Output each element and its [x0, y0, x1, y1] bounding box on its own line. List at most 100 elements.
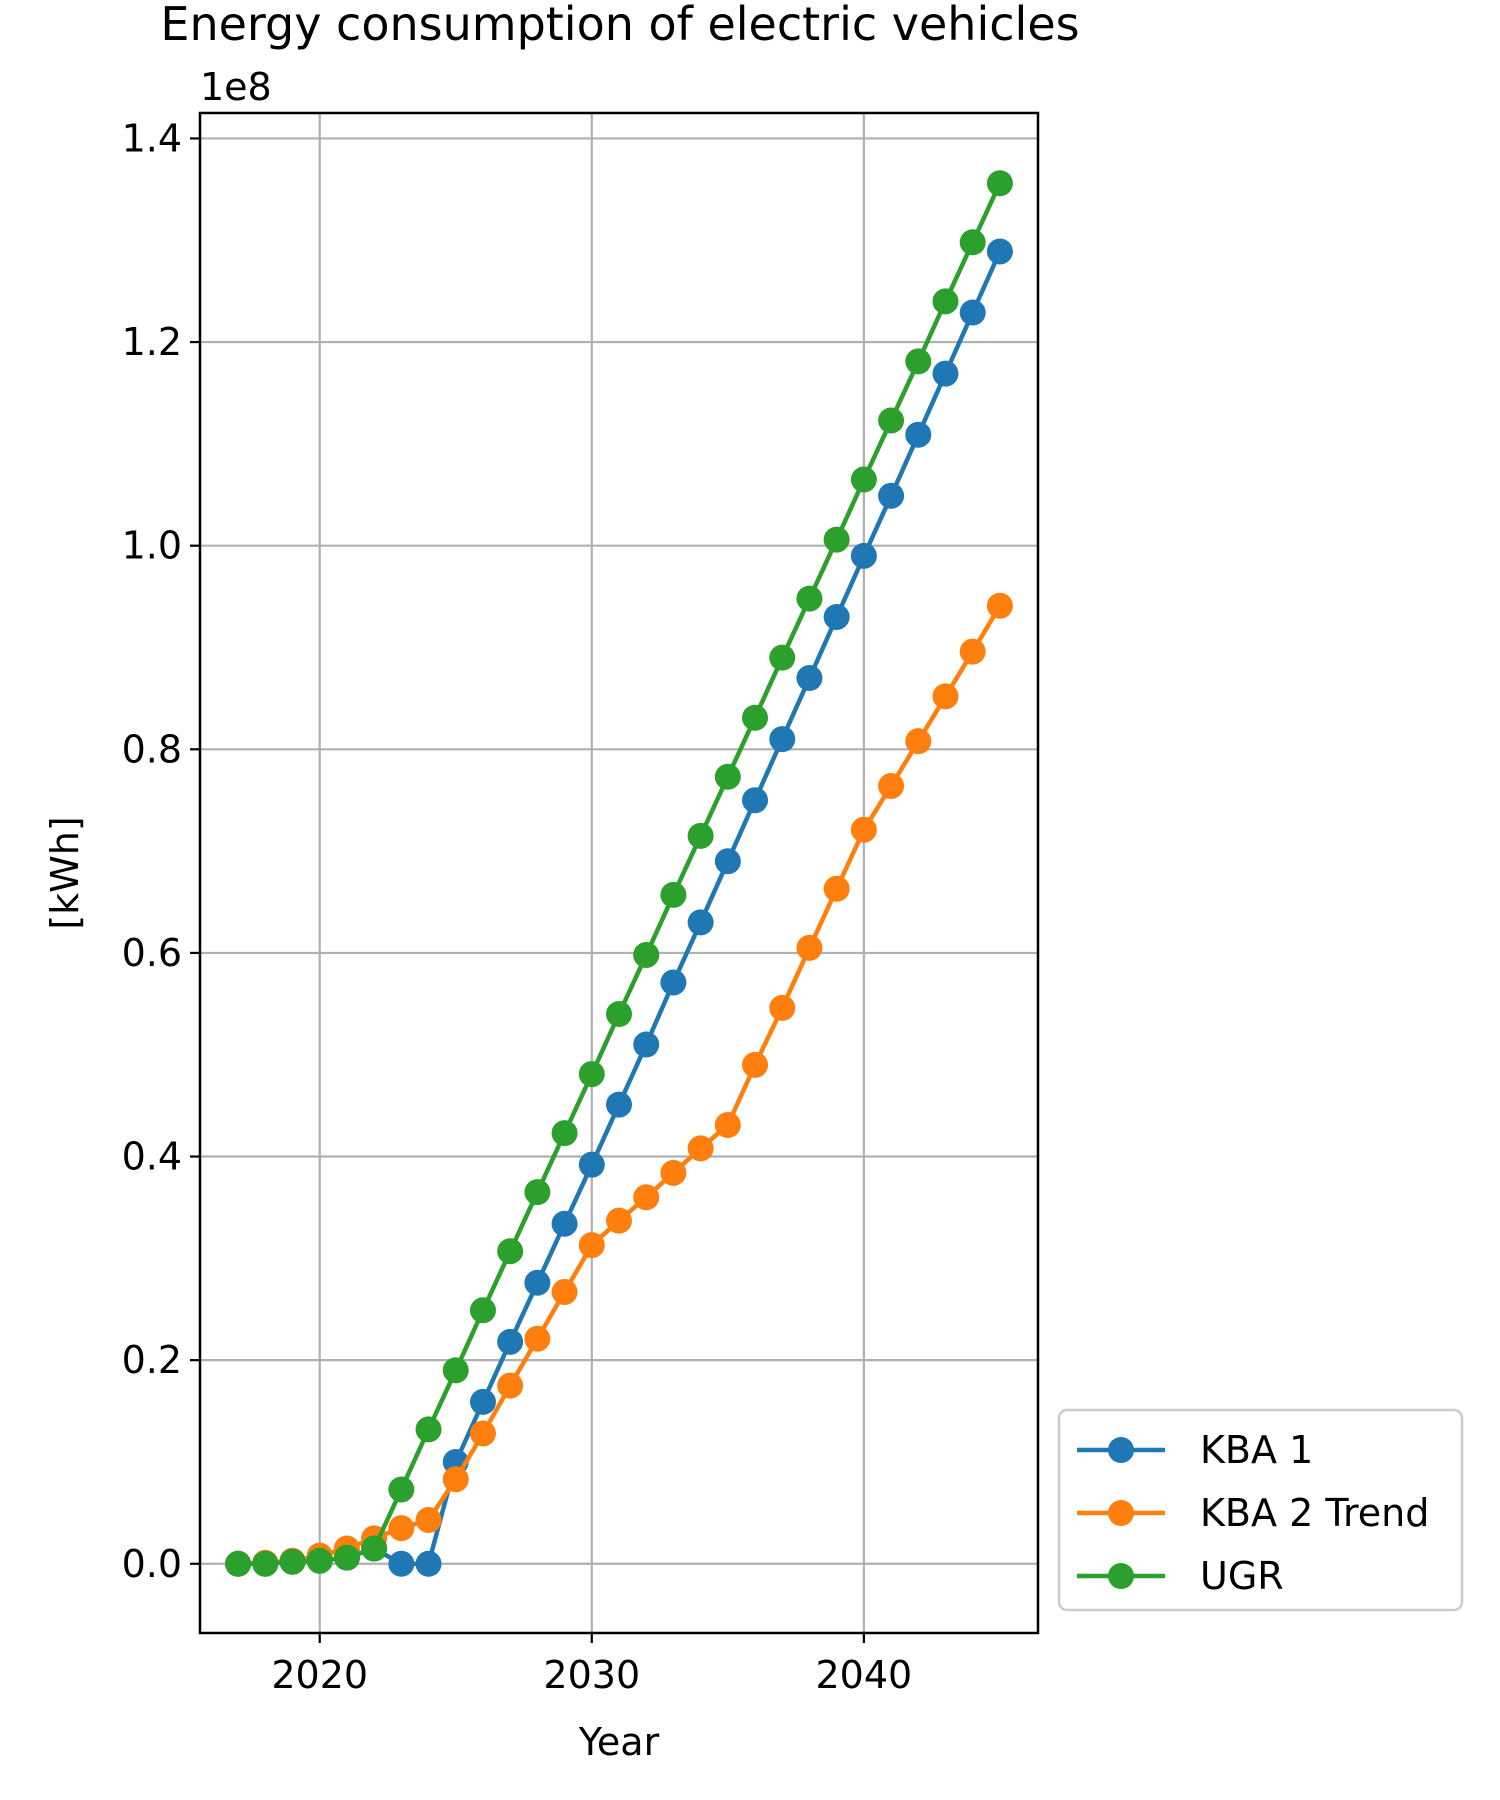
data-point — [742, 704, 769, 731]
data-point — [415, 1416, 442, 1443]
y-tick-label: 0.6 — [122, 931, 182, 975]
data-point — [497, 1328, 524, 1355]
data-point — [306, 1547, 333, 1574]
data-point — [660, 1159, 687, 1186]
data-point — [986, 238, 1013, 265]
data-point — [959, 229, 986, 256]
y-tick-label: 0.8 — [122, 727, 182, 771]
data-point — [959, 638, 986, 665]
x-axis-label: Year — [578, 1720, 660, 1764]
data-point — [578, 1061, 605, 1088]
data-point — [660, 969, 687, 996]
axes-ticks: 2020 2030 2040 0.0 0.2 0.4 0.6 0.8 1.0 1.2 1.4 — [122, 116, 913, 1697]
data-point — [823, 603, 850, 630]
data-point — [714, 848, 741, 875]
data-point — [687, 822, 714, 849]
data-point — [497, 1372, 524, 1399]
x-tick-label: 2030 — [543, 1653, 640, 1697]
data-point — [986, 592, 1013, 619]
data-point — [606, 1001, 632, 1028]
legend-marker — [1108, 1563, 1134, 1589]
chart-title: Energy consumption of electric vehicles — [160, 0, 1079, 51]
data-point — [932, 288, 959, 315]
data-point — [742, 1051, 769, 1078]
data-point — [796, 665, 823, 692]
data-point — [415, 1550, 442, 1577]
data-point — [878, 772, 905, 799]
data-point — [633, 1184, 660, 1211]
data-point — [850, 816, 877, 843]
data-point — [469, 1388, 496, 1415]
series-kba-1 — [225, 238, 1013, 1577]
x-tick-label: 2040 — [816, 1653, 913, 1697]
data-point — [932, 360, 959, 387]
legend-frame — [1057, 1408, 1464, 1612]
data-point — [551, 1278, 578, 1305]
data-point — [769, 726, 796, 753]
data-point — [578, 1151, 605, 1178]
y-offset-text: 1e8 — [200, 65, 272, 109]
data-point — [850, 542, 877, 569]
data-point — [850, 466, 877, 493]
data-point — [497, 1238, 524, 1265]
grid — [200, 113, 1038, 1633]
series-line — [238, 250, 1002, 1567]
y-tick-label: 0.4 — [122, 1135, 182, 1179]
data-point — [578, 1232, 605, 1259]
x-tick-label: 2020 — [271, 1653, 368, 1697]
series-line — [238, 182, 1002, 1567]
data-point — [388, 1550, 415, 1577]
data-point — [524, 1269, 551, 1296]
y-tick-label: 0.0 — [122, 1542, 182, 1586]
data-point — [823, 875, 850, 902]
legend-marker — [1108, 1500, 1134, 1526]
series-ugr — [225, 170, 1013, 1577]
data-point — [551, 1120, 578, 1147]
data-point — [524, 1179, 551, 1206]
data-point — [225, 1550, 252, 1577]
data-point — [878, 482, 905, 509]
data-point — [769, 644, 796, 671]
data-point — [714, 1111, 741, 1138]
data-point — [469, 1420, 496, 1447]
data-point — [388, 1476, 415, 1503]
data-point — [687, 909, 714, 936]
y-tick-label: 1.0 — [122, 524, 182, 568]
data-point — [279, 1548, 306, 1575]
data-point — [551, 1210, 578, 1237]
legend-label: KBA 2 Trend — [1200, 1491, 1429, 1535]
data-point — [660, 881, 687, 908]
data-point — [415, 1506, 442, 1533]
legend-label: KBA 1 — [1200, 1428, 1313, 1472]
data-point — [986, 170, 1013, 197]
data-point — [633, 1031, 660, 1058]
legend-label: UGR — [1200, 1554, 1284, 1598]
y-tick-label: 1.4 — [122, 116, 182, 160]
data-point — [333, 1544, 360, 1571]
y-tick-label: 0.2 — [122, 1338, 182, 1382]
data-point — [932, 683, 959, 710]
y-tick-label: 1.2 — [122, 320, 182, 364]
data-point — [606, 1207, 632, 1234]
y-axis-label: [kWh] — [43, 816, 87, 929]
data-point — [959, 299, 986, 326]
series-kba-2-trend — [225, 592, 1013, 1577]
data-point — [905, 421, 932, 448]
plot-frame — [198, 111, 1040, 1635]
data-point — [633, 941, 660, 968]
legend-marker — [1108, 1437, 1134, 1463]
data-point — [361, 1535, 388, 1562]
data-point — [442, 1357, 469, 1384]
data-point — [905, 348, 932, 375]
data-point — [606, 1091, 632, 1118]
data-point — [905, 728, 932, 755]
data-point — [252, 1550, 279, 1577]
data-point — [769, 994, 796, 1021]
data-point — [796, 585, 823, 612]
data-point — [524, 1325, 551, 1352]
data-point — [469, 1297, 496, 1324]
data-point — [687, 1135, 714, 1162]
data-point — [714, 763, 741, 790]
data-point — [878, 407, 905, 434]
